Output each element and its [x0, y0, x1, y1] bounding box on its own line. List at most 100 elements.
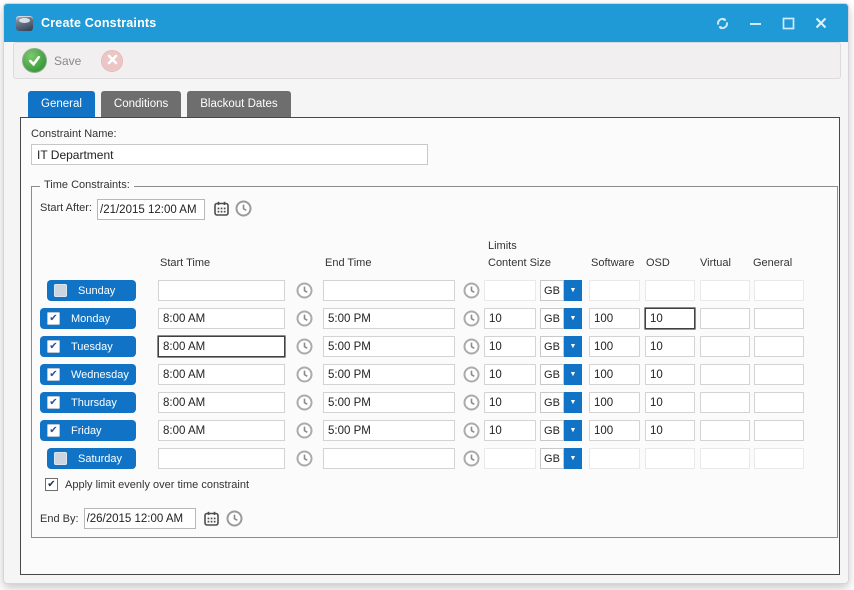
- virtual-limit-input[interactable]: [700, 364, 750, 385]
- constraint-name-input[interactable]: [31, 144, 428, 165]
- general-limit-input[interactable]: [754, 420, 804, 441]
- unit-dropdown-button[interactable]: ▼: [564, 420, 582, 441]
- unit-dropdown-button[interactable]: ▼: [564, 280, 582, 301]
- end-time-input[interactable]: [323, 364, 455, 385]
- start-time-input[interactable]: [158, 392, 285, 413]
- software-limit-input[interactable]: [589, 420, 640, 441]
- day-toggle-friday[interactable]: ✔ Friday: [40, 420, 136, 441]
- maximize-button[interactable]: [775, 11, 801, 35]
- osd-limit-input[interactable]: [645, 448, 695, 469]
- unit-dropdown-button[interactable]: ▼: [564, 308, 582, 329]
- day-checkbox[interactable]: [54, 452, 67, 465]
- end-by-clock-button[interactable]: [226, 510, 244, 528]
- software-limit-input[interactable]: [589, 448, 640, 469]
- content-size-input[interactable]: [484, 336, 536, 357]
- save-button[interactable]: Save: [22, 48, 81, 73]
- end-by-calendar-button[interactable]: [203, 510, 221, 528]
- clock-icon[interactable]: [463, 338, 480, 355]
- clock-icon[interactable]: [463, 310, 480, 327]
- day-toggle-monday[interactable]: ✔ Monday: [40, 308, 136, 329]
- osd-limit-input[interactable]: [645, 308, 695, 329]
- unit-value[interactable]: GB: [540, 448, 564, 469]
- unit-value[interactable]: GB: [540, 280, 564, 301]
- end-time-input[interactable]: [323, 308, 455, 329]
- tab-blackout-dates[interactable]: Blackout Dates: [187, 91, 291, 117]
- content-size-input[interactable]: [484, 448, 536, 469]
- virtual-limit-input[interactable]: [700, 336, 750, 357]
- clock-icon[interactable]: [296, 366, 313, 383]
- start-after-clock-button[interactable]: [234, 200, 252, 218]
- apply-limit-checkbox[interactable]: ✔: [45, 478, 58, 491]
- clock-icon[interactable]: [463, 282, 480, 299]
- tab-conditions[interactable]: Conditions: [100, 91, 182, 117]
- refresh-button[interactable]: [709, 11, 735, 35]
- unit-value[interactable]: GB: [540, 336, 564, 357]
- general-limit-input[interactable]: [754, 364, 804, 385]
- start-time-input[interactable]: [158, 420, 285, 441]
- virtual-limit-input[interactable]: [700, 420, 750, 441]
- unit-dropdown-button[interactable]: ▼: [564, 364, 582, 385]
- day-checkbox[interactable]: ✔: [47, 396, 60, 409]
- day-checkbox[interactable]: ✔: [47, 312, 60, 325]
- clock-icon[interactable]: [296, 450, 313, 467]
- virtual-limit-input[interactable]: [700, 392, 750, 413]
- tab-general[interactable]: General: [28, 91, 95, 117]
- minimize-button[interactable]: [742, 11, 768, 35]
- unit-dropdown-button[interactable]: ▼: [564, 336, 582, 357]
- general-limit-input[interactable]: [754, 392, 804, 413]
- osd-limit-input[interactable]: [645, 392, 695, 413]
- end-time-input[interactable]: [323, 420, 455, 441]
- general-limit-input[interactable]: [754, 448, 804, 469]
- content-size-input[interactable]: [484, 308, 536, 329]
- software-limit-input[interactable]: [589, 308, 640, 329]
- clock-icon[interactable]: [296, 282, 313, 299]
- end-time-input[interactable]: [323, 448, 455, 469]
- unit-value[interactable]: GB: [540, 364, 564, 385]
- software-limit-input[interactable]: [589, 392, 640, 413]
- clock-icon[interactable]: [463, 450, 480, 467]
- clock-icon[interactable]: [463, 422, 480, 439]
- start-time-input[interactable]: [158, 336, 285, 357]
- general-limit-input[interactable]: [754, 280, 804, 301]
- unit-dropdown-button[interactable]: ▼: [564, 448, 582, 469]
- general-limit-input[interactable]: [754, 308, 804, 329]
- clock-icon[interactable]: [463, 366, 480, 383]
- osd-limit-input[interactable]: [645, 280, 695, 301]
- unit-value[interactable]: GB: [540, 392, 564, 413]
- software-limit-input[interactable]: [589, 364, 640, 385]
- start-time-input[interactable]: [158, 280, 285, 301]
- start-time-input[interactable]: [158, 448, 285, 469]
- virtual-limit-input[interactable]: [700, 448, 750, 469]
- software-limit-input[interactable]: [589, 280, 640, 301]
- end-time-input[interactable]: [323, 280, 455, 301]
- cancel-button[interactable]: [101, 49, 124, 72]
- start-time-input[interactable]: [158, 364, 285, 385]
- day-toggle-tuesday[interactable]: ✔ Tuesday: [40, 336, 136, 357]
- osd-limit-input[interactable]: [645, 336, 695, 357]
- software-limit-input[interactable]: [589, 336, 640, 357]
- unit-dropdown-button[interactable]: ▼: [564, 392, 582, 413]
- osd-limit-input[interactable]: [645, 420, 695, 441]
- clock-icon[interactable]: [296, 310, 313, 327]
- clock-icon[interactable]: [296, 338, 313, 355]
- end-by-input[interactable]: [83, 508, 196, 529]
- general-limit-input[interactable]: [754, 336, 804, 357]
- virtual-limit-input[interactable]: [700, 308, 750, 329]
- end-time-input[interactable]: [323, 336, 455, 357]
- osd-limit-input[interactable]: [645, 364, 695, 385]
- start-after-input[interactable]: [97, 199, 205, 220]
- day-checkbox[interactable]: [54, 284, 67, 297]
- clock-icon[interactable]: [463, 394, 480, 411]
- unit-value[interactable]: GB: [540, 308, 564, 329]
- start-after-calendar-button[interactable]: [212, 200, 230, 218]
- day-checkbox[interactable]: ✔: [47, 368, 60, 381]
- close-button[interactable]: [808, 11, 834, 35]
- virtual-limit-input[interactable]: [700, 280, 750, 301]
- content-size-input[interactable]: [484, 420, 536, 441]
- unit-value[interactable]: GB: [540, 420, 564, 441]
- day-toggle-sunday[interactable]: Sunday: [47, 280, 136, 301]
- day-toggle-wednesday[interactable]: ✔ Wednesday: [40, 364, 136, 385]
- clock-icon[interactable]: [296, 422, 313, 439]
- day-toggle-thursday[interactable]: ✔ Thursday: [40, 392, 136, 413]
- start-time-input[interactable]: [158, 308, 285, 329]
